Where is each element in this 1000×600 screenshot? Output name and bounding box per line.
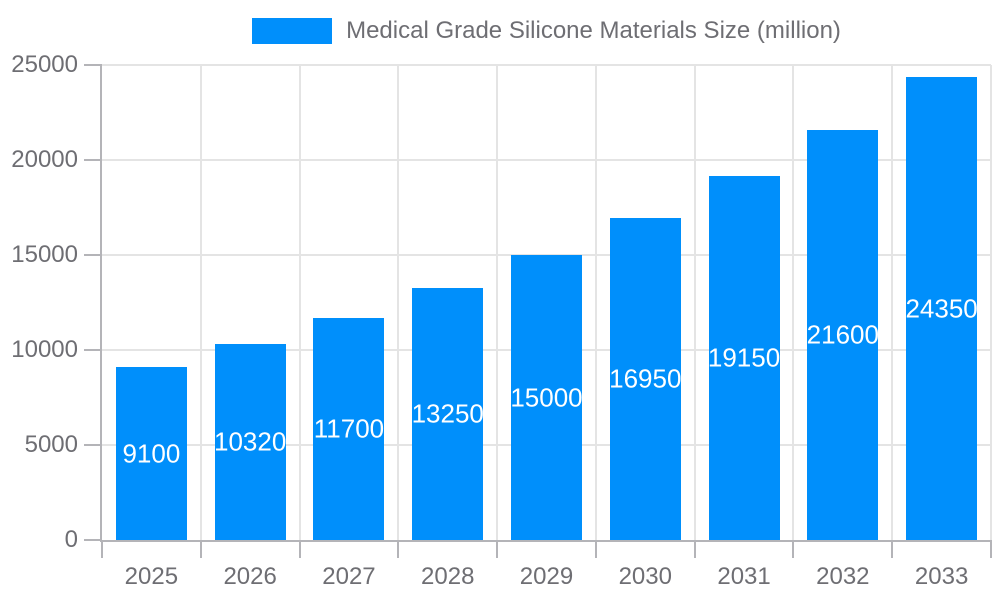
gridline-horizontal bbox=[102, 64, 991, 66]
x-axis-label: 2033 bbox=[914, 563, 969, 590]
y-axis-label: 25000 bbox=[11, 51, 78, 78]
gridline-vertical bbox=[792, 65, 795, 540]
x-axis-label: 2025 bbox=[124, 563, 179, 590]
x-tick-mark bbox=[594, 540, 597, 558]
bar-value-label: 24350 bbox=[905, 293, 978, 324]
x-tick-mark bbox=[199, 540, 202, 558]
bar-value-label: 11700 bbox=[313, 413, 385, 444]
x-tick-mark bbox=[891, 540, 894, 558]
y-axis-label: 20000 bbox=[11, 146, 78, 173]
legend-swatch bbox=[252, 18, 333, 44]
bar-value-label: 10320 bbox=[214, 426, 287, 457]
legend-item[interactable]: Medical Grade Silicone Materials Size (m… bbox=[252, 14, 841, 48]
x-axis-label: 2032 bbox=[816, 563, 870, 590]
legend: Medical Grade Silicone Materials Size (m… bbox=[102, 14, 991, 48]
bar-2031[interactable] bbox=[708, 176, 780, 540]
x-tick-mark bbox=[693, 540, 696, 558]
bar-value-label: 13250 bbox=[411, 398, 484, 429]
x-axis-label: 2028 bbox=[421, 563, 475, 590]
gridline-horizontal bbox=[102, 159, 991, 161]
y-axis-label: 5000 bbox=[24, 431, 78, 458]
x-tick-mark bbox=[990, 540, 992, 558]
bar-2025[interactable] bbox=[115, 367, 187, 540]
bar-value-label: 21600 bbox=[806, 319, 879, 350]
y-axis-line bbox=[100, 65, 102, 540]
x-axis-label: 2026 bbox=[223, 563, 277, 590]
bar-2033[interactable] bbox=[906, 77, 978, 540]
bar-2032[interactable] bbox=[807, 129, 879, 540]
x-tick-mark bbox=[298, 540, 301, 558]
y-tick-mark bbox=[84, 254, 102, 256]
x-tick-mark bbox=[397, 540, 400, 558]
bar-value-label: 19150 bbox=[707, 342, 781, 373]
bar-2027[interactable] bbox=[313, 317, 385, 540]
legend-series-label: Medical Grade Silicone Materials Size (m… bbox=[346, 17, 841, 44]
gridline-vertical bbox=[990, 65, 992, 540]
gridline-vertical bbox=[594, 65, 597, 540]
y-axis-label: 0 bbox=[64, 526, 78, 553]
bar-value-label: 16950 bbox=[609, 363, 682, 394]
x-axis-label: 2031 bbox=[717, 563, 771, 590]
y-axis-label: 15000 bbox=[11, 241, 78, 268]
x-axis-label: 2029 bbox=[519, 563, 574, 590]
bar-value-label: 15000 bbox=[510, 382, 583, 412]
gridline-vertical bbox=[397, 65, 400, 540]
y-axis-label: 10000 bbox=[11, 336, 78, 363]
y-tick-mark bbox=[84, 444, 102, 446]
x-axis-label: 2030 bbox=[618, 563, 672, 590]
x-axis-line bbox=[100, 540, 991, 542]
bar-value-label: 9100 bbox=[122, 438, 181, 469]
x-tick-mark bbox=[101, 540, 103, 558]
x-tick-mark bbox=[496, 540, 499, 558]
gridline-vertical bbox=[199, 65, 202, 540]
x-tick-mark bbox=[792, 540, 795, 558]
bar-2029[interactable] bbox=[511, 255, 582, 540]
y-tick-mark bbox=[84, 349, 102, 351]
gridline-vertical bbox=[298, 65, 301, 540]
y-tick-mark bbox=[84, 64, 102, 66]
gridline-vertical bbox=[496, 65, 499, 540]
gridline-vertical bbox=[891, 65, 894, 540]
bar-2030[interactable] bbox=[609, 217, 681, 540]
gridline-vertical bbox=[693, 65, 696, 540]
bar-2028[interactable] bbox=[412, 288, 484, 540]
x-axis-label: 2027 bbox=[322, 563, 376, 590]
y-tick-mark bbox=[84, 539, 102, 541]
y-tick-mark bbox=[84, 159, 102, 161]
bar-2026[interactable] bbox=[214, 343, 286, 540]
